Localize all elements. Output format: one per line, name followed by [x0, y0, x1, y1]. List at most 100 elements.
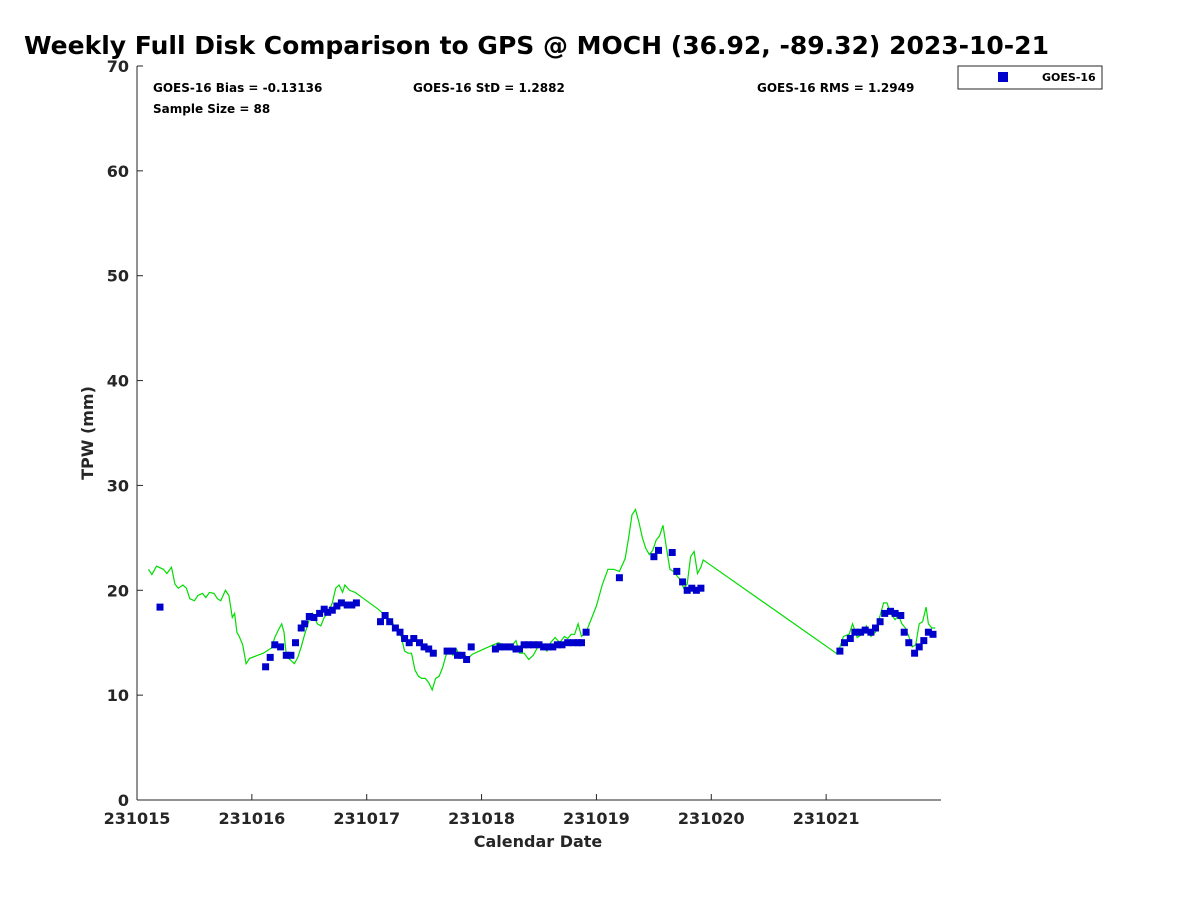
plot-area: [136, 66, 941, 801]
legend-box: [957, 65, 1103, 90]
goes-data-point: [337, 599, 345, 607]
chart-title: Weekly Full Disk Comparison to GPS @ MOC…: [24, 31, 1049, 60]
y-tick-label: 10: [107, 686, 129, 705]
goes-data-point: [558, 641, 566, 649]
goes-data-point: [156, 603, 164, 611]
goes-data-point: [911, 649, 919, 657]
goes-data-point: [262, 663, 270, 671]
goes-data-point: [305, 613, 313, 620]
goes-data-point: [310, 614, 318, 621]
goes-data-point: [697, 584, 705, 592]
goes-data-point: [668, 549, 676, 556]
goes-data-point: [405, 639, 413, 647]
goes-data-point: [324, 608, 332, 616]
goes-data-point: [520, 641, 528, 649]
goes-data-point: [683, 586, 691, 594]
goes-data-point: [416, 639, 423, 647]
y-tick-label: 70: [107, 57, 129, 76]
x-tick-label: 231015: [104, 809, 171, 828]
goes-data-point: [881, 609, 889, 617]
goes-data-point: [386, 618, 394, 626]
y-tick-label: 20: [107, 581, 129, 600]
goes-data-point: [846, 635, 854, 642]
x-tick-label: 231020: [678, 809, 745, 828]
legend: GOES-16: [957, 65, 1103, 90]
goes-data-point: [449, 647, 457, 655]
goes-data-point: [328, 606, 336, 614]
goes-data-point: [905, 639, 913, 647]
goes-data-point: [851, 628, 859, 636]
stat-std: GOES-16 StD = 1.2882: [413, 81, 565, 95]
stat-rms: GOES-16 RMS = 1.2949: [757, 81, 914, 95]
goes-data-point: [535, 641, 543, 649]
goes-data-point: [679, 578, 687, 586]
goes-data-point: [271, 641, 279, 649]
goes-data-point: [920, 637, 928, 645]
goes-point-layer: [156, 546, 937, 671]
goes-data-point: [333, 602, 341, 610]
goes-data-point: [553, 641, 561, 649]
goes-data-point: [496, 643, 504, 651]
goes-data-point: [301, 620, 309, 628]
goes-data-point: [425, 645, 433, 653]
goes-data-point: [454, 651, 461, 659]
goes-data-point: [501, 643, 508, 651]
goes-data-point: [857, 628, 865, 636]
x-axis-label: Calendar Date: [474, 832, 603, 851]
goes-data-point: [544, 643, 552, 651]
goes-data-point: [287, 651, 295, 659]
goes-data-point: [578, 639, 585, 647]
goes-data-point: [266, 653, 274, 661]
goes-data-point: [876, 618, 884, 626]
goes-data-point: [897, 612, 905, 619]
goes-data-point: [348, 601, 356, 609]
stat-sample-size: Sample Size = 88: [153, 102, 270, 116]
legend-label: GOES-16: [1042, 71, 1096, 84]
goes-data-point: [491, 645, 499, 653]
goes-data-point: [458, 651, 466, 659]
goes-data-point: [692, 586, 700, 594]
goes-data-point: [352, 599, 360, 607]
goes-data-point: [887, 607, 894, 615]
goes-data-point: [929, 630, 937, 638]
goes-data-point: [343, 601, 351, 609]
goes-data-point: [277, 643, 285, 651]
goes-data-point: [420, 643, 428, 651]
goes-data-point: [872, 624, 879, 632]
goes-data-point: [381, 612, 389, 619]
goes-data-point: [282, 651, 290, 659]
goes-data-point: [401, 635, 409, 642]
goes-data-point: [582, 628, 590, 636]
goes-data-point: [529, 641, 537, 649]
goes-data-point: [467, 643, 475, 651]
goes-data-point: [463, 656, 471, 663]
y-tick-label: 0: [118, 791, 129, 810]
y-tick-label: 50: [107, 267, 129, 286]
goes-data-point: [841, 639, 848, 647]
goes-data-point: [688, 584, 696, 592]
goes-data-point: [564, 639, 572, 647]
goes-data-point: [377, 618, 384, 626]
goes-data-point: [516, 645, 523, 653]
goes-data-point: [673, 567, 681, 575]
goes-data-point: [316, 609, 324, 617]
x-tick-label: 231019: [563, 809, 630, 828]
goes-data-point: [396, 628, 404, 636]
goes-data-point: [429, 649, 437, 657]
x-ticks: 231015 231016 231017 231018 231019 231020 2310…: [104, 794, 860, 828]
goes-data-point: [900, 628, 908, 636]
y-axis-label: TPW (mm): [78, 386, 97, 480]
x-tick-label: 231017: [333, 809, 400, 828]
goes-data-point: [549, 643, 557, 651]
goes-data-point: [891, 609, 899, 617]
x-tick-label: 231021: [793, 809, 860, 828]
goes-data-point: [836, 647, 844, 655]
goes-data-point: [655, 546, 662, 554]
y-tick-label: 40: [107, 372, 129, 391]
goes-data-point: [410, 635, 418, 642]
goes-data-point: [391, 624, 399, 632]
goes-data-point: [915, 643, 923, 651]
goes-data-point: [867, 628, 875, 636]
